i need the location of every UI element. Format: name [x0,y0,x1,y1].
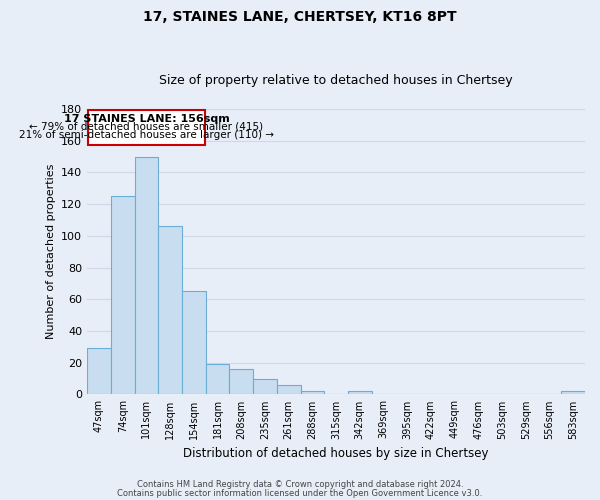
Bar [111,196,134,394]
Bar [253,378,277,394]
Bar [229,369,253,394]
Bar [88,110,205,146]
Text: ← 79% of detached houses are smaller (415): ← 79% of detached houses are smaller (41… [29,122,263,132]
Bar [301,392,324,394]
Text: Contains public sector information licensed under the Open Government Licence v3: Contains public sector information licen… [118,488,482,498]
Y-axis label: Number of detached properties: Number of detached properties [46,164,56,340]
Bar [206,364,229,394]
X-axis label: Distribution of detached houses by size in Chertsey: Distribution of detached houses by size … [184,447,489,460]
Bar [348,392,371,394]
Text: 17, STAINES LANE, CHERTSEY, KT16 8PT: 17, STAINES LANE, CHERTSEY, KT16 8PT [143,10,457,24]
Text: Contains HM Land Registry data © Crown copyright and database right 2024.: Contains HM Land Registry data © Crown c… [137,480,463,489]
Text: 21% of semi-detached houses are larger (110) →: 21% of semi-detached houses are larger (… [19,130,274,140]
Bar [277,385,301,394]
Bar [134,156,158,394]
Bar [87,348,111,395]
Title: Size of property relative to detached houses in Chertsey: Size of property relative to detached ho… [159,74,513,87]
Bar [182,292,206,395]
Bar [158,226,182,394]
Text: 17 STAINES LANE: 156sqm: 17 STAINES LANE: 156sqm [64,114,229,124]
Bar [561,392,585,394]
